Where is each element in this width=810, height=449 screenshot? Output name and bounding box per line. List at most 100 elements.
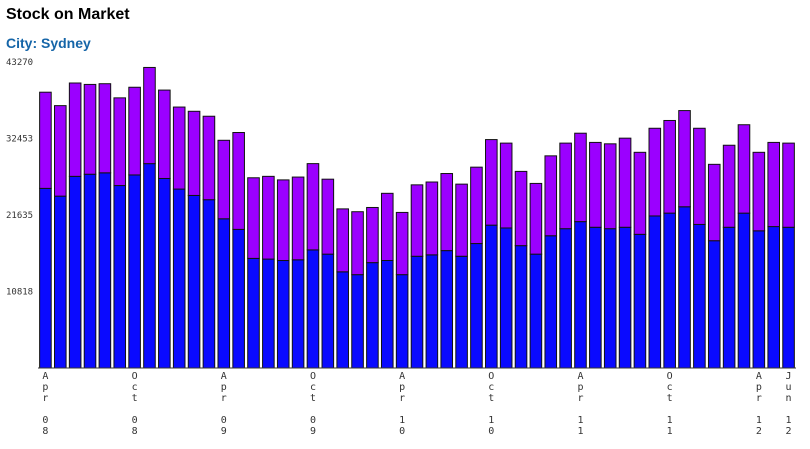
bar-segment-purple-41 [648, 127, 662, 217]
bar-segment-purple-49 [767, 141, 780, 228]
bar-segment-purple-20 [336, 208, 349, 273]
y-tick-label: 21635 [6, 211, 33, 221]
bar-segment-purple-18 [306, 163, 320, 251]
bar-segment-blue-19 [321, 253, 335, 369]
bar-segment-blue-7 [143, 163, 156, 369]
bar-segment-blue-1 [54, 195, 67, 369]
bar-segment-purple-13 [232, 132, 245, 230]
page-title: Stock on Market [6, 6, 130, 23]
bar-segment-blue-36 [574, 221, 587, 369]
bar-segment-blue-2 [68, 175, 82, 369]
bar-segment-blue-6 [128, 174, 141, 369]
bar-segment-purple-43 [678, 110, 691, 208]
bar-segment-purple-48 [752, 151, 766, 232]
bar-segment-purple-11 [202, 115, 216, 201]
bar-segment-blue-13 [232, 228, 245, 369]
bar-segment-blue-26 [425, 254, 439, 369]
bar-segment-blue-42 [663, 212, 676, 369]
y-tick-label: 32453 [6, 135, 33, 145]
bar-segment-purple-17 [291, 176, 305, 261]
bar-segment-blue-31 [499, 227, 513, 369]
bar-segment-blue-44 [693, 223, 706, 369]
bar-segment-blue-15 [262, 258, 275, 369]
bar-segment-blue-8 [158, 177, 171, 369]
bar-segment-purple-40 [633, 151, 647, 235]
bar-segment-purple-3 [83, 83, 97, 175]
bar-segment-purple-31 [499, 142, 513, 229]
bar-segment-blue-12 [217, 218, 231, 369]
bar-segment-purple-37 [589, 141, 602, 228]
bar-segment-purple-39 [618, 137, 632, 228]
bar-segment-purple-10 [187, 110, 201, 196]
bar-segment-blue-50 [782, 226, 795, 369]
bar-segment-blue-18 [306, 249, 320, 369]
bar-segment-purple-25 [410, 184, 424, 257]
bar-segment-purple-28 [455, 183, 468, 257]
bar-segment-purple-24 [395, 211, 409, 276]
bar-segment-purple-1 [54, 105, 67, 197]
bar-segment-purple-50 [782, 142, 795, 228]
bar-segment-blue-21 [351, 274, 364, 369]
bar-segment-blue-27 [440, 250, 454, 369]
bar-segment-blue-49 [767, 226, 780, 369]
bar-segment-purple-12 [217, 139, 231, 220]
bar-segment-blue-33 [529, 253, 543, 369]
bar-segment-blue-48 [752, 230, 766, 369]
bar-segment-purple-4 [98, 83, 112, 174]
bar-segment-purple-7 [143, 66, 156, 165]
y-tick-label: 10818 [6, 288, 33, 298]
bar-segment-blue-22 [366, 262, 379, 369]
bar-segment-blue-28 [455, 255, 468, 369]
bar-segment-purple-33 [529, 182, 543, 255]
bar-segment-purple-21 [351, 211, 364, 276]
bar-segment-blue-3 [83, 173, 97, 369]
bar-segment-purple-9 [172, 106, 186, 190]
bar-segment-blue-4 [98, 172, 112, 369]
bar-segment-purple-23 [380, 192, 394, 262]
bar-segment-purple-5 [113, 97, 127, 187]
bar-segment-purple-22 [366, 206, 379, 264]
bar-segment-blue-25 [410, 255, 424, 369]
bar-segment-blue-34 [544, 235, 558, 369]
bar-segment-purple-34 [544, 155, 558, 237]
bar-segment-purple-47 [737, 124, 751, 214]
bar-segment-blue-30 [485, 224, 498, 369]
bar-segment-purple-45 [707, 163, 721, 242]
bar-segment-blue-17 [291, 259, 305, 369]
bar-segment-blue-10 [187, 194, 201, 369]
bar-segment-blue-43 [678, 206, 691, 369]
bars-group [39, 66, 795, 369]
bar-segment-blue-11 [202, 199, 216, 369]
bar-segment-purple-29 [470, 166, 483, 245]
bar-segment-blue-32 [514, 245, 528, 369]
bar-segment-blue-47 [737, 212, 751, 369]
bar-segment-blue-0 [39, 187, 52, 369]
bar-segment-purple-30 [485, 139, 498, 226]
bar-segment-purple-35 [559, 142, 572, 230]
bar-segment-purple-6 [128, 86, 141, 176]
bar-segment-purple-0 [39, 91, 52, 189]
bar-segment-purple-14 [247, 177, 260, 259]
chart-subtitle: City: Sydney [6, 35, 91, 51]
bar-segment-purple-15 [262, 175, 275, 260]
bar-segment-purple-42 [663, 119, 676, 214]
y-tick-label: 43270 [6, 58, 33, 68]
bar-segment-purple-27 [440, 173, 454, 252]
bar-segment-purple-19 [321, 178, 335, 255]
bar-segment-blue-24 [395, 274, 409, 369]
bar-segment-blue-39 [618, 226, 632, 369]
bar-segment-blue-37 [589, 226, 602, 369]
bar-segment-blue-20 [336, 271, 349, 369]
bar-segment-purple-44 [693, 127, 706, 225]
